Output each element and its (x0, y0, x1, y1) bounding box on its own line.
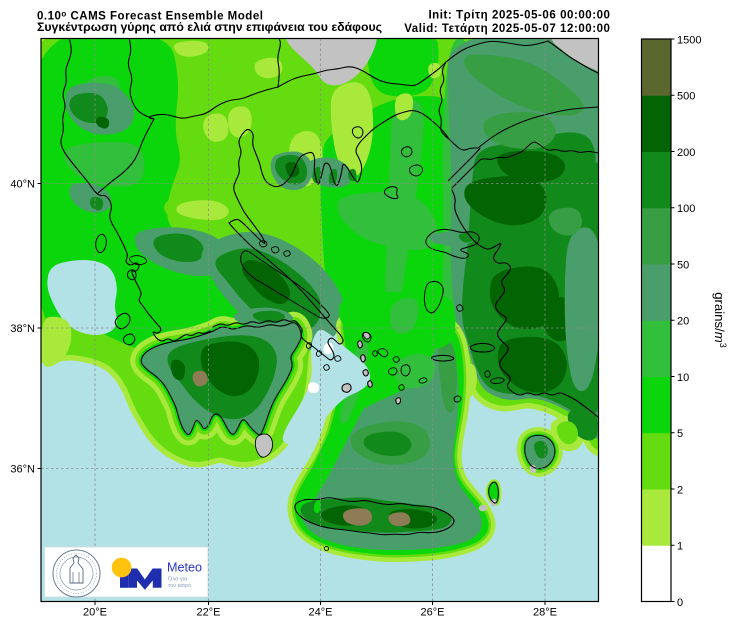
svg-text:38°N: 38°N (10, 323, 35, 335)
svg-text:26°E: 26°E (421, 607, 445, 619)
svg-text:5: 5 (677, 428, 683, 440)
svg-text:40°N: 40°N (10, 178, 35, 190)
svg-text:Όλα για: Όλα για (167, 577, 188, 583)
svg-text:10: 10 (677, 372, 689, 384)
svg-text:24°E: 24°E (309, 607, 333, 619)
svg-text:50: 50 (677, 259, 689, 271)
svg-text:τον καιρό: τον καιρό (168, 582, 191, 589)
svg-text:1500: 1500 (677, 34, 701, 46)
svg-text:100: 100 (677, 203, 695, 215)
svg-text:Init: Τρίτη 2025-05-06 00:00:0: Init: Τρίτη 2025-05-06 00:00:00 (428, 10, 610, 22)
svg-text:Συγκέντρωση γύρης από ελιά στη: Συγκέντρωση γύρης από ελιά στην επιφάνει… (37, 20, 382, 34)
svg-text:1: 1 (677, 541, 683, 553)
svg-text:Meteo: Meteo (167, 561, 202, 575)
svg-text:grains/m3: grains/m3 (712, 292, 728, 348)
svg-text:22°E: 22°E (197, 607, 221, 619)
svg-text:2: 2 (677, 484, 683, 496)
svg-text:20°E: 20°E (83, 607, 107, 619)
svg-text:200: 200 (677, 147, 695, 159)
svg-text:36°N: 36°N (10, 463, 35, 475)
svg-text:0: 0 (677, 597, 683, 609)
svg-text:20: 20 (677, 316, 689, 328)
svg-text:500: 500 (677, 91, 695, 103)
svg-text:Valid: Τετάρτη 2025-05-07 12:0: Valid: Τετάρτη 2025-05-07 12:00:00 (404, 23, 610, 35)
svg-text:28°E: 28°E (533, 607, 557, 619)
svg-text:0.10o CAMS Forecast Ensemble M: 0.10o CAMS Forecast Ensemble Model (37, 10, 263, 23)
